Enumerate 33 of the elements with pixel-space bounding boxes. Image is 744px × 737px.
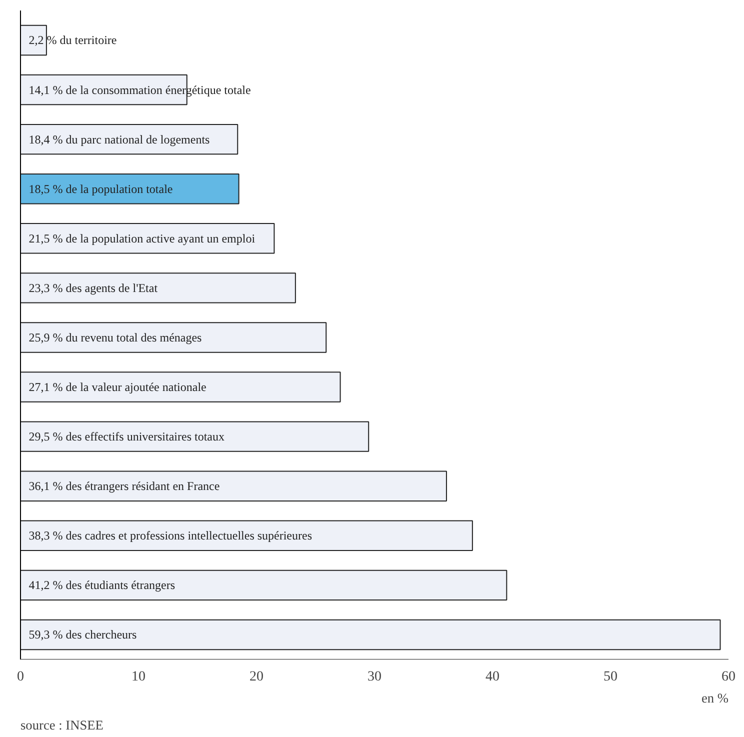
bar: [20, 272, 296, 304]
bar: [20, 24, 47, 56]
bar: [20, 322, 327, 353]
y-tick-label: 18,4 % du parc national de logements: [28, 132, 210, 146]
bar: [20, 223, 275, 254]
bar: [20, 124, 238, 155]
x-tick-label: 10: [132, 670, 146, 684]
bar: [20, 570, 508, 601]
x-tick-label: 20: [250, 670, 264, 684]
y-tick-label: 59,3 % des chercheurs: [28, 628, 138, 642]
bar: [20, 619, 721, 650]
bar: [20, 470, 447, 502]
x-tick-label: 40: [486, 670, 500, 684]
y-tick-label: 41,2 % des étudiants étrangers: [28, 578, 176, 592]
x-tick-label: 0: [17, 670, 24, 684]
x-tick-label: 60: [722, 670, 736, 684]
x-tick-label: 50: [604, 670, 618, 684]
y-tick-label: 29,5 % des effectifs universitaires totaux: [28, 430, 224, 444]
y-tick-label: 23,3 % des agents de l'Etat: [28, 280, 158, 295]
x-tick-label: 30: [368, 670, 382, 684]
x-axis-title: en %: [701, 690, 728, 706]
y-tick-label: 38,3 % des cadres et professions intellectuelles supérieures: [28, 528, 312, 543]
bar: [20, 173, 240, 204]
y-tick-label: 21,5 % de la population active ayant un emploi: [28, 231, 256, 246]
y-tick-label: 2,2 % du territoire: [28, 33, 117, 48]
bar: [20, 421, 370, 452]
source-note: source : INSEE: [20, 718, 104, 732]
y-tick-label: 36,1 % des étrangers résidant en France: [28, 479, 220, 494]
y-tick-label: 18,5 % de la population totale: [28, 182, 173, 196]
bar: [20, 520, 473, 552]
bar: [20, 372, 341, 402]
y-tick-label: 27,1 % de la valeur ajoutée nationale: [28, 380, 206, 394]
y-tick-label: 25,9 % du revenu total des ménages: [28, 330, 202, 344]
